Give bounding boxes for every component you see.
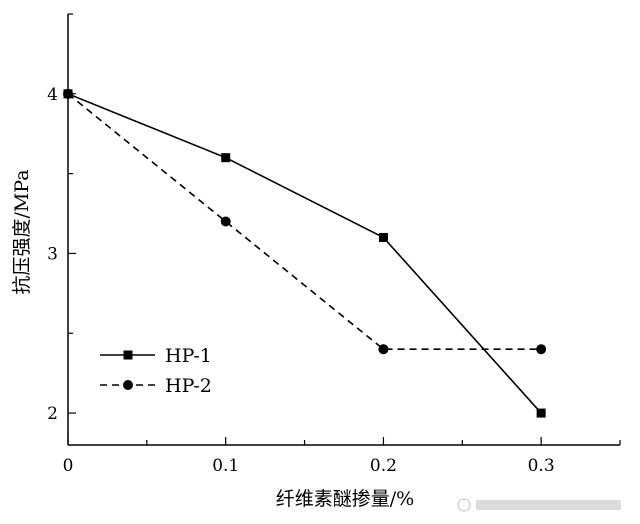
x-tick-label: 0.2 — [370, 456, 397, 476]
series-line — [67, 93, 542, 351]
data-point — [536, 408, 546, 418]
y-tick-label: 3 — [47, 244, 58, 264]
series-hp-2 — [63, 88, 547, 355]
axes: 0 0.1 0.2 0.3 2 3 4 — [47, 13, 621, 476]
data-point — [220, 216, 231, 227]
x-tick-label: 0.3 — [528, 456, 555, 476]
legend-entry: HP-1 — [165, 345, 212, 367]
watermark-logo — [456, 496, 626, 514]
x-tick-label: 0.1 — [212, 456, 239, 476]
legend: HP-1 HP-2 — [100, 345, 212, 397]
data-point — [378, 344, 389, 355]
legend-marker — [123, 350, 133, 360]
y-tick-label: 2 — [47, 404, 58, 424]
legend-marker — [123, 380, 133, 390]
series-hp-1 — [63, 89, 546, 418]
data-point — [378, 232, 388, 242]
x-axis-label: 纤维素醚掺量/% — [276, 488, 414, 510]
series-layer — [63, 88, 547, 418]
data-point — [63, 88, 73, 99]
y-tick-label: 4 — [47, 85, 58, 105]
data-point — [536, 344, 547, 355]
series-line — [67, 93, 542, 414]
data-point — [221, 153, 231, 163]
y-axis-label: 抗压强度/MPa — [11, 169, 33, 294]
x-tick-label: 0 — [63, 456, 74, 476]
legend-entry: HP-2 — [165, 375, 212, 397]
